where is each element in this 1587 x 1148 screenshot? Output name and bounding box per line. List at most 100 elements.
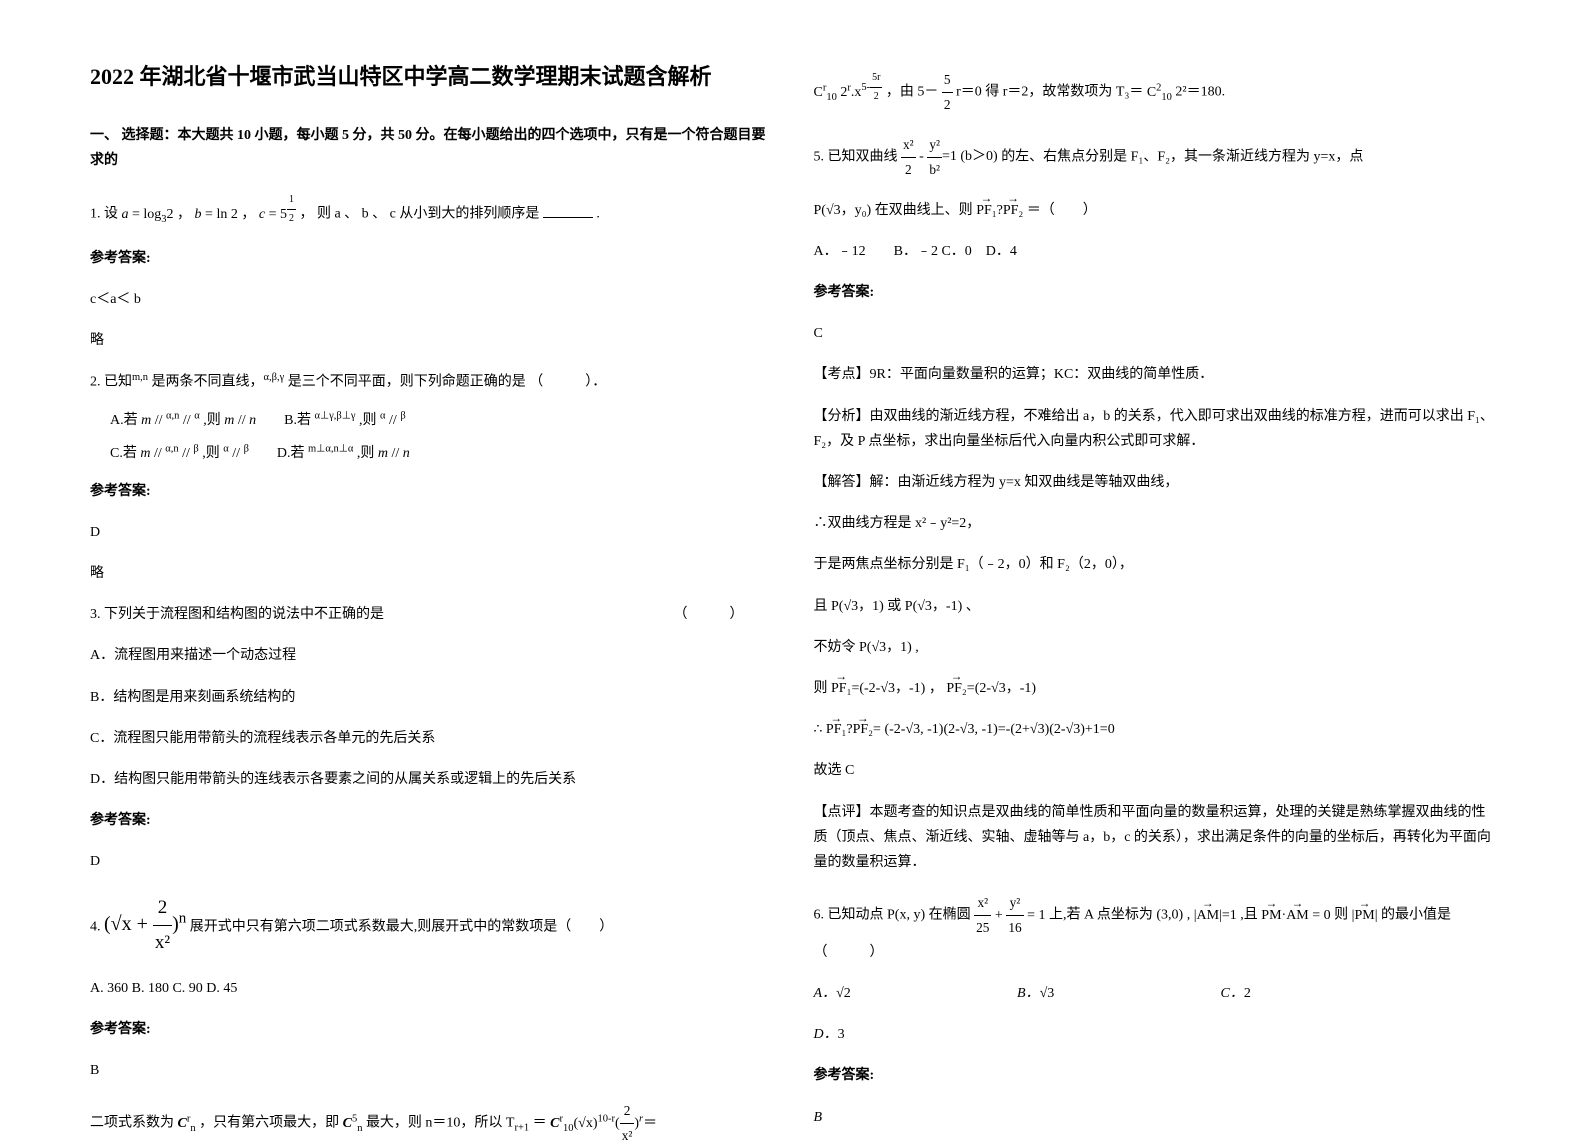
col2-line1-end: 2²＝180.: [1175, 85, 1225, 100]
col2-line1: Cr10 2r.x5-5r2 ，由 5－ 52 r＝0 得 r＝2，故常数项为 …: [814, 68, 1498, 117]
q2-abg: α,β,γ: [264, 372, 285, 383]
q2-optA: A.若 m // α,n // α ,则 m // n B.若 α⊥γ,β⊥γ …: [110, 407, 774, 433]
q6-optA-v: √2: [836, 986, 851, 1001]
q5-dp: 【点评】本题考查的知识点是双曲线的简单性质和平面向量的数量积运算，处理的关键是熟…: [814, 800, 1498, 876]
page-title: 2022 年湖北省十堰市武当山特区中学高二数学理期末试题含解析: [90, 60, 774, 93]
q6-optD-v: 3: [838, 1027, 845, 1042]
q2-answer: D: [90, 520, 774, 545]
q1-end: .: [596, 207, 600, 222]
q6-optB: B．: [1017, 986, 1040, 1001]
q5-eq: x²2 - y²b²=1 (b＞0): [901, 149, 998, 164]
q1-lue: 略: [90, 328, 774, 353]
q1-answer: c＜a＜ b: [90, 287, 774, 312]
q5-answer: C: [814, 321, 1498, 346]
q6-text6: 则: [1334, 908, 1348, 923]
q3-answer: D: [90, 849, 774, 874]
q5-jd1: ∴双曲线方程是 x²﹣y²=2，: [814, 511, 1498, 536]
q6-optC: C．: [1221, 986, 1244, 1001]
q4-cr10: Cr10(√x)10-r(2x²)r＝: [550, 1116, 657, 1131]
q5-gxc: 故选 C: [814, 758, 1498, 783]
q5-text4: ＝（ ）: [1027, 203, 1097, 218]
q4-answer: B: [90, 1058, 774, 1083]
q1-suffix: ， 则 a 、 b 、 c 从小到大的排列顺序是: [299, 207, 539, 222]
q3-optA: A．流程图用来描述一个动态过程: [90, 643, 774, 668]
q1-answer-label: 参考答案:: [90, 246, 774, 271]
q1-formula: a = log32 ， b = ln 2 ， c = 512: [122, 207, 296, 222]
q5-jd5-mid: ，: [929, 681, 943, 696]
col2-line1-r: r＝0 得 r＝2，故常数项为 T₃＝: [956, 85, 1143, 100]
q4-explain2: ，只有第六项最大，即: [199, 1116, 339, 1131]
q3-paren: （ ）: [674, 602, 744, 627]
q4-explain4: ＝: [533, 1116, 547, 1131]
q5-text2: 的左、右焦点分别是 F₁、F₂，其一条渐近线方程为 y=x，点: [1001, 149, 1363, 164]
right-column: Cr10 2r.x5-5r2 ，由 5－ 52 r＝0 得 r＝2，故常数项为 …: [814, 60, 1498, 1062]
q2-text: 2. 已知: [90, 375, 132, 390]
q1-text: 1. 设: [90, 207, 118, 222]
q6-answer-label: 参考答案:: [814, 1063, 1498, 1088]
q6-optD: D．: [814, 1027, 838, 1042]
q6-opts-row2: D．3: [814, 1022, 1498, 1047]
q5-jd6-eq: (-2-√3, -1)(2-√3, -1)=-(2+√3)(2-√3)+1=0: [884, 722, 1114, 737]
q5-opts: A．﹣12 B．﹣2 C．0 D．4: [814, 239, 1498, 264]
col2-line1-mid: ，由 5－: [886, 85, 939, 100]
q6-pxy: P(x, y): [887, 908, 925, 923]
q3-text: 3. 下列关于流程图和结构图的说法中不正确的是: [90, 607, 384, 622]
q2-text3: 是三个不同平面，则下列命题正确的是 （ ）．: [288, 375, 607, 390]
q5-jd5: 则 PF₁=(-2-√3，-1) ， PF₂=(2-√3，-1): [814, 676, 1498, 701]
q5-jd3-mid: 或: [887, 599, 901, 614]
q2: 2. 已知m,n 是两条不同直线，α,β,γ 是三个不同平面，则下列命题正确的是…: [90, 369, 774, 395]
q2-lue: 略: [90, 561, 774, 586]
q5-jd3-pre: 且: [814, 599, 828, 614]
q6-optA: A．: [814, 986, 837, 1001]
q2-text2: 是两条不同直线，: [152, 375, 264, 390]
q3-optD: D．结构图只能用带箭头的连线表示各要素之间的从属关系或逻辑上的先后关系: [90, 767, 774, 792]
q3-answer-label: 参考答案:: [90, 808, 774, 833]
q5-jd4: 不妨令 P(√3，1) ,: [814, 635, 1498, 660]
q5-jd4-end: ,: [915, 640, 919, 655]
q6: 6. 已知动点 P(x, y) 在椭圆 x²25 + y²16 = 1 上,若 …: [814, 891, 1498, 965]
q3-optB: B．结构图是用来刻画系统结构的: [90, 685, 774, 710]
q6-text: 6. 已知动点: [814, 908, 884, 923]
q4-explain1: 二项式系数为: [90, 1116, 174, 1131]
q5-line2: P(√3，y₀) 在双曲线上、则 PF₁?PF₂ ＝（ ）: [814, 198, 1498, 223]
q4: 4. (√x + 2x²)n 展开式中只有第六项二项式系数最大,则展开式中的常数…: [90, 891, 774, 960]
q6-opts-row1: A．√2 B．√3 C．2: [814, 981, 1498, 1006]
q5-jd3: 且 P(√3，1) 或 P(√3，-1) 、: [814, 594, 1498, 619]
q1: 1. 设 a = log32 ， b = ln 2 ， c = 512 ， 则 …: [90, 191, 774, 229]
q5-fx: 【分析】由双曲线的渐近线方程，不难给出 a，b 的关系，代入即可求出双曲线的标准…: [814, 404, 1498, 454]
q5-jd-label: 【解答】解：由渐近线方程为 y=x 知双曲线是等轴双曲线，: [814, 470, 1498, 495]
q4-prefix: 4.: [90, 919, 101, 934]
q5-jd2: 于是两焦点坐标分别是 F₁（﹣2，0）和 F₂（2，0），: [814, 552, 1498, 577]
q3-optC: C．流程图只能用带箭头的流程线表示各单元的先后关系: [90, 726, 774, 751]
q5-jd4-text: 不妨令: [814, 640, 856, 655]
q4-options: A. 360 B. 180 C. 90 D. 45: [90, 976, 774, 1001]
q4-answer-label: 参考答案:: [90, 1017, 774, 1042]
q4-explain3: 最大，则 n＝10，所以 T: [366, 1116, 515, 1131]
q6-text2: 在椭圆: [929, 908, 971, 923]
q5: 5. 已知双曲线 x²2 - y²b²=1 (b＞0) 的左、右焦点分别是 F₁…: [814, 133, 1498, 182]
q6-optC-v: 2: [1244, 986, 1251, 1001]
q6-text4: ,: [1187, 908, 1191, 923]
q6-text5: ,且: [1240, 908, 1258, 923]
q5-answer-label: 参考答案:: [814, 280, 1498, 305]
q6-30: (3,0): [1156, 908, 1183, 923]
q5-kd: 【考点】9R：平面向量数量积的运算；KC：双曲线的简单性质．: [814, 362, 1498, 387]
q6-text3: 上,若 A 点坐标为: [1049, 908, 1153, 923]
q2-answer-label: 参考答案:: [90, 479, 774, 504]
q6-answer: B: [814, 1105, 1498, 1130]
q4-c5n: C5n: [343, 1116, 363, 1131]
q4-formula: (√x + 2x²)n: [104, 913, 186, 935]
q4-text: 展开式中只有第六项二项式系数最大,则展开式中的常数项是（ ）: [190, 919, 614, 934]
q5-jd6: ∴ PF₁?PF₂= (-2-√3, -1)(2-√3, -1)=-(2+√3)…: [814, 717, 1498, 742]
q5-jd6-text: ∴: [814, 722, 823, 737]
section-header: 一、 选择题：本大题共 10 小题，每小题 5 分，共 50 分。在每小题给出的…: [90, 123, 774, 173]
q1-blank: [543, 217, 593, 218]
left-column: 2022 年湖北省十堰市武当山特区中学高二数学理期末试题含解析 一、 选择题：本…: [90, 60, 774, 1062]
q4-sub: r+1: [515, 1123, 530, 1134]
q5-jd5-text: 则: [814, 681, 828, 696]
q5-jd3-end: 、: [966, 599, 980, 614]
q4-cn: Crn: [178, 1116, 196, 1131]
q5-text3: 在双曲线上、则: [875, 203, 973, 218]
q2-optC: C.若 m // α,n // β ,则 α // β D.若 m⊥α,n⊥α …: [110, 441, 774, 467]
q3: 3. 下列关于流程图和结构图的说法中不正确的是 （ ）: [90, 602, 774, 627]
